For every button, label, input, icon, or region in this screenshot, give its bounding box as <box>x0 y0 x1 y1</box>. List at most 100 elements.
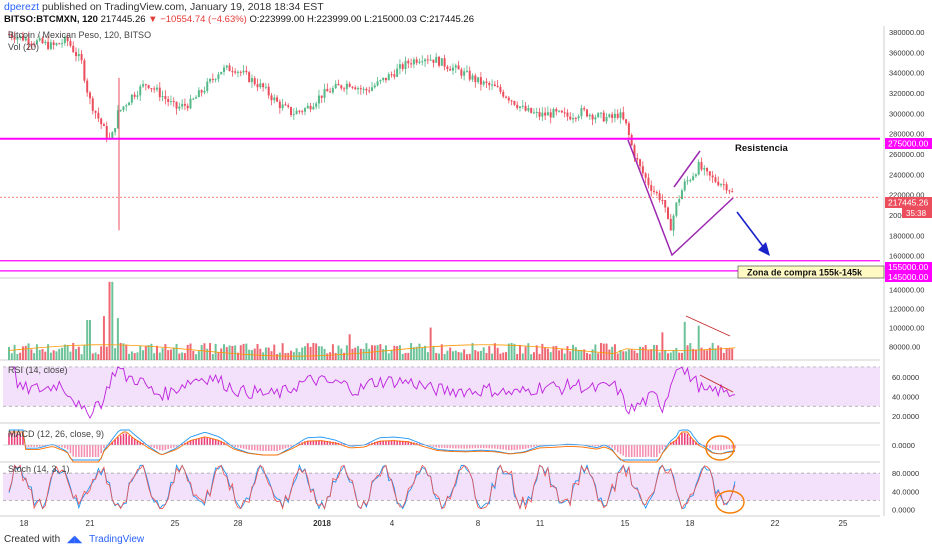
candle-body <box>463 71 466 76</box>
candle-body <box>558 110 561 112</box>
candle-body <box>622 112 625 120</box>
volume-bar <box>507 343 510 360</box>
macd-histogram-bar <box>203 437 206 445</box>
candle-body <box>223 67 226 72</box>
macd-histogram-bar <box>287 445 290 448</box>
candle-body <box>80 53 83 61</box>
price-axis-tick: 240000.00 <box>889 170 924 179</box>
candle-body <box>714 177 717 182</box>
macd-histogram-bar <box>105 445 108 446</box>
volume-bar <box>418 343 421 360</box>
volume-bar <box>387 353 390 360</box>
volume-bar <box>331 344 334 360</box>
price-axis-tick: 140000.00 <box>889 285 924 294</box>
macd-histogram-bar <box>75 445 77 457</box>
macd-histogram-bar <box>212 438 214 445</box>
author-name[interactable]: dperezt <box>4 1 40 13</box>
candle-body <box>19 35 22 38</box>
candle-body <box>105 126 108 138</box>
macd-histogram-bar <box>703 445 706 446</box>
volume-bar <box>183 353 186 360</box>
macd-histogram-bar <box>158 445 161 451</box>
macd-histogram-bar <box>697 443 700 445</box>
candle-body <box>384 77 387 81</box>
volume-bar <box>52 350 55 360</box>
candle-body <box>608 114 611 118</box>
tradingview-logo-icon[interactable]: ◢◣ <box>66 534 83 545</box>
volume-bar <box>379 344 382 360</box>
stoch-axis-tick: 80.0000 <box>892 469 919 478</box>
price-axis-tick: 320000.00 <box>889 89 924 98</box>
macd-histogram-bar <box>315 440 317 445</box>
candle-body <box>619 112 622 118</box>
stoch-highlight-ellipse <box>715 490 745 514</box>
macd-histogram-bar <box>387 440 390 445</box>
volume-bar <box>468 353 471 360</box>
volume-bar <box>583 349 586 360</box>
candle-body <box>725 184 728 191</box>
macd-histogram-bar <box>653 445 655 457</box>
volume-bar <box>639 346 642 360</box>
candle-body <box>566 112 569 117</box>
candle-body <box>334 83 337 89</box>
candle-body <box>256 84 259 88</box>
macd-histogram-bar <box>329 441 331 445</box>
candle-body <box>8 34 10 36</box>
symbol-info: BITSO:BTCMXN, 120 217445.26 ▼ −10554.74 … <box>4 14 474 25</box>
candle-body <box>479 77 482 85</box>
volume-bar <box>714 348 717 360</box>
macd-histogram-bar <box>399 440 401 445</box>
macd-histogram-bar <box>172 445 175 448</box>
volume-bar <box>276 354 279 360</box>
volume-bar <box>144 345 147 360</box>
volume-bar <box>566 346 569 360</box>
candle-body <box>418 61 421 63</box>
brand-name[interactable]: TradingView <box>89 534 145 545</box>
candle-body <box>535 111 538 113</box>
volume-bar <box>114 348 117 360</box>
candle-body <box>527 107 530 111</box>
volume-bar <box>306 343 309 360</box>
candle-body <box>597 113 600 118</box>
stoch-axis-tick: 40.0000 <box>892 487 919 496</box>
volume-bar <box>61 347 64 360</box>
volume-bar <box>451 351 454 360</box>
macd-histogram-bar <box>147 445 150 446</box>
volume-bar <box>220 348 223 360</box>
volume-bar <box>697 325 700 360</box>
candle-body <box>488 82 491 86</box>
candle-body <box>284 104 287 106</box>
candle-body <box>675 202 678 216</box>
macd-histogram-bar <box>326 441 329 445</box>
candle-body <box>83 60 86 81</box>
price-axis-tick: 380000.00 <box>889 28 924 37</box>
volume-bar <box>463 349 466 360</box>
candle-body <box>169 101 172 103</box>
zone-top-tag <box>885 262 932 272</box>
volume-bar <box>597 353 600 360</box>
macd-histogram-bar <box>407 441 410 445</box>
candle-body <box>354 87 357 90</box>
volume-bar <box>384 345 387 360</box>
candle-body <box>516 104 519 108</box>
macd-histogram-bar <box>619 445 622 455</box>
macd-histogram-bar <box>119 435 122 445</box>
macd-histogram-bar <box>446 445 449 449</box>
candle-body <box>468 70 471 80</box>
macd-histogram-bar <box>332 441 334 445</box>
candle-body <box>393 74 396 77</box>
volume-bar <box>546 348 549 360</box>
volume-bar <box>412 347 415 360</box>
candle-body <box>680 190 683 200</box>
volume-bar <box>150 343 153 360</box>
macd-histogram-bar <box>186 441 189 445</box>
volume-bar <box>30 349 33 360</box>
volume-bar <box>708 347 711 360</box>
volume-bar <box>368 348 371 360</box>
candle-body <box>644 173 647 178</box>
volume-bar <box>641 347 644 360</box>
volume-bar <box>203 343 206 360</box>
volume-bar <box>675 347 678 360</box>
macd-histogram-bar <box>597 445 599 447</box>
